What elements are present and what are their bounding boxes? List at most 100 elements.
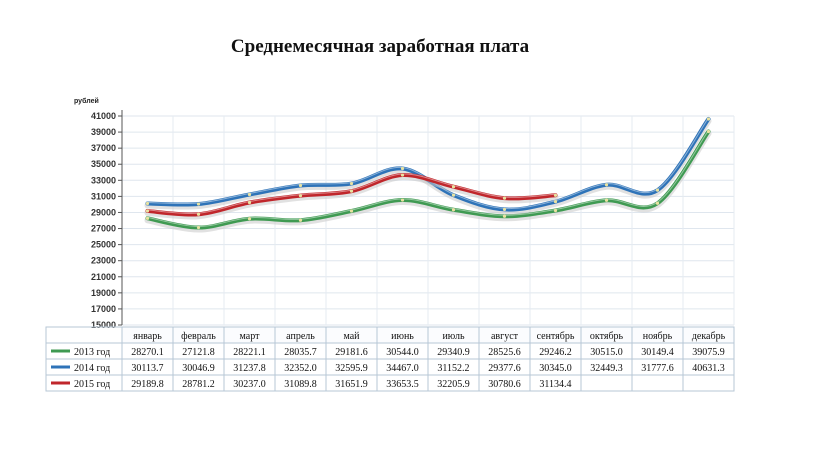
data-point (247, 200, 252, 205)
x-tick-label: июль (442, 331, 465, 342)
data-point (196, 202, 201, 206)
table-cell (682, 374, 735, 392)
data-label: 28781.2 (182, 379, 215, 390)
data-label: 30046.9 (182, 363, 215, 374)
data-label: 30113.7 (131, 363, 163, 374)
x-tick-label: сентябрь (537, 331, 575, 342)
data-point (298, 194, 303, 198)
data-point (502, 214, 507, 218)
y-tick-label: 37000 (91, 143, 116, 153)
data-point (196, 225, 201, 230)
data-point (502, 207, 507, 212)
data-point (553, 193, 558, 197)
x-tick-label: май (343, 331, 360, 342)
data-point (247, 217, 252, 221)
data-label: 29377.6 (488, 363, 521, 374)
data-point (349, 181, 354, 186)
y-axis: 15000 17000 19000 21000 23000 25000 27000 29000… (91, 110, 123, 330)
data-label: 31152.2 (437, 363, 469, 374)
table-cell (631, 374, 684, 392)
data-point (400, 198, 405, 202)
data-label: 39075.9 (692, 347, 725, 358)
data-label: 29189.8 (131, 379, 164, 390)
data-point (349, 209, 354, 213)
data-label: 27121.8 (182, 347, 215, 358)
data-point (196, 212, 201, 216)
data-label: 28270.1 (131, 347, 164, 358)
data-point (451, 193, 456, 197)
y-tick-label: 15000 (91, 320, 116, 330)
data-label: 31237.8 (233, 363, 266, 374)
y-tick-label: 31000 (91, 191, 116, 201)
y-tick-label: 19000 (91, 288, 116, 298)
data-label: 34467.0 (386, 363, 419, 374)
data-table: январь февраль март апрель май июнь июль август… (45, 326, 735, 392)
y-tick-label: 23000 (91, 256, 116, 266)
data-label: 30237.0 (233, 379, 266, 390)
data-point (706, 129, 711, 134)
data-point (298, 183, 303, 188)
data-label: 29340.9 (437, 347, 470, 358)
series-lines (144, 116, 712, 233)
data-point (502, 196, 507, 200)
data-point (604, 183, 609, 187)
data-point (604, 198, 609, 202)
grid (121, 115, 735, 326)
legend-label: 2013 год (74, 347, 110, 358)
data-label: 32352.0 (284, 363, 317, 374)
data-label: 33653.5 (386, 379, 419, 390)
data-point (145, 201, 150, 206)
y-tick-label: 25000 (91, 240, 116, 250)
data-label: 32595.9 (335, 363, 368, 374)
data-point (553, 208, 558, 213)
y-tick-label: 41000 (91, 111, 116, 121)
data-label: 29181.6 (335, 347, 368, 358)
table-cell (580, 374, 633, 392)
data-label: 31651.9 (335, 379, 368, 390)
data-label: 28035.7 (284, 347, 317, 358)
data-label: 31089.8 (284, 379, 317, 390)
data-label: 30515.0 (590, 347, 623, 358)
data-point (298, 218, 303, 222)
data-label: 31134.4 (539, 379, 571, 390)
x-tick-label: январь (133, 331, 162, 342)
data-label: 32449.3 (590, 363, 623, 374)
data-point (145, 209, 150, 213)
data-label: 32205.9 (437, 379, 470, 390)
y-tick-label: 35000 (91, 159, 116, 169)
data-point (451, 185, 456, 189)
x-tick-label: март (240, 331, 261, 342)
data-label: 31777.6 (641, 363, 674, 374)
x-tick-label: декабрь (692, 331, 726, 342)
legend-label: 2014 год (74, 363, 110, 374)
data-point (655, 188, 660, 192)
x-tick-label: август (491, 331, 519, 342)
y-axis-unit-label: рублей (74, 97, 99, 105)
data-label: 28525.6 (488, 347, 521, 358)
data-label: 30149.4 (641, 347, 674, 358)
data-label: 40631.3 (692, 363, 725, 374)
data-point (400, 173, 405, 177)
data-point (706, 117, 711, 121)
data-label: 29246.2 (539, 347, 572, 358)
x-tick-label: февраль (181, 331, 216, 342)
data-label: 30544.0 (386, 347, 419, 358)
y-tick-label: 29000 (91, 207, 116, 217)
data-point (400, 166, 405, 171)
x-tick-label: октябрь (590, 331, 624, 342)
y-tick-label: 17000 (91, 304, 116, 314)
data-point (145, 216, 150, 220)
data-point (553, 200, 558, 204)
y-tick-label: 39000 (91, 127, 116, 137)
y-tick-label: 33000 (91, 175, 116, 185)
series-line-1 (145, 129, 711, 230)
data-label: 30345.0 (539, 363, 572, 374)
chart-title: Среднемесячная заработная плата (230, 36, 530, 57)
series-highlight (147, 130, 709, 228)
x-tick-label: ноябрь (643, 331, 673, 342)
x-tick-label: апрель (286, 331, 315, 342)
data-point (655, 201, 660, 205)
y-tick-label: 21000 (91, 272, 116, 282)
y-tick-label: 27000 (91, 224, 116, 234)
